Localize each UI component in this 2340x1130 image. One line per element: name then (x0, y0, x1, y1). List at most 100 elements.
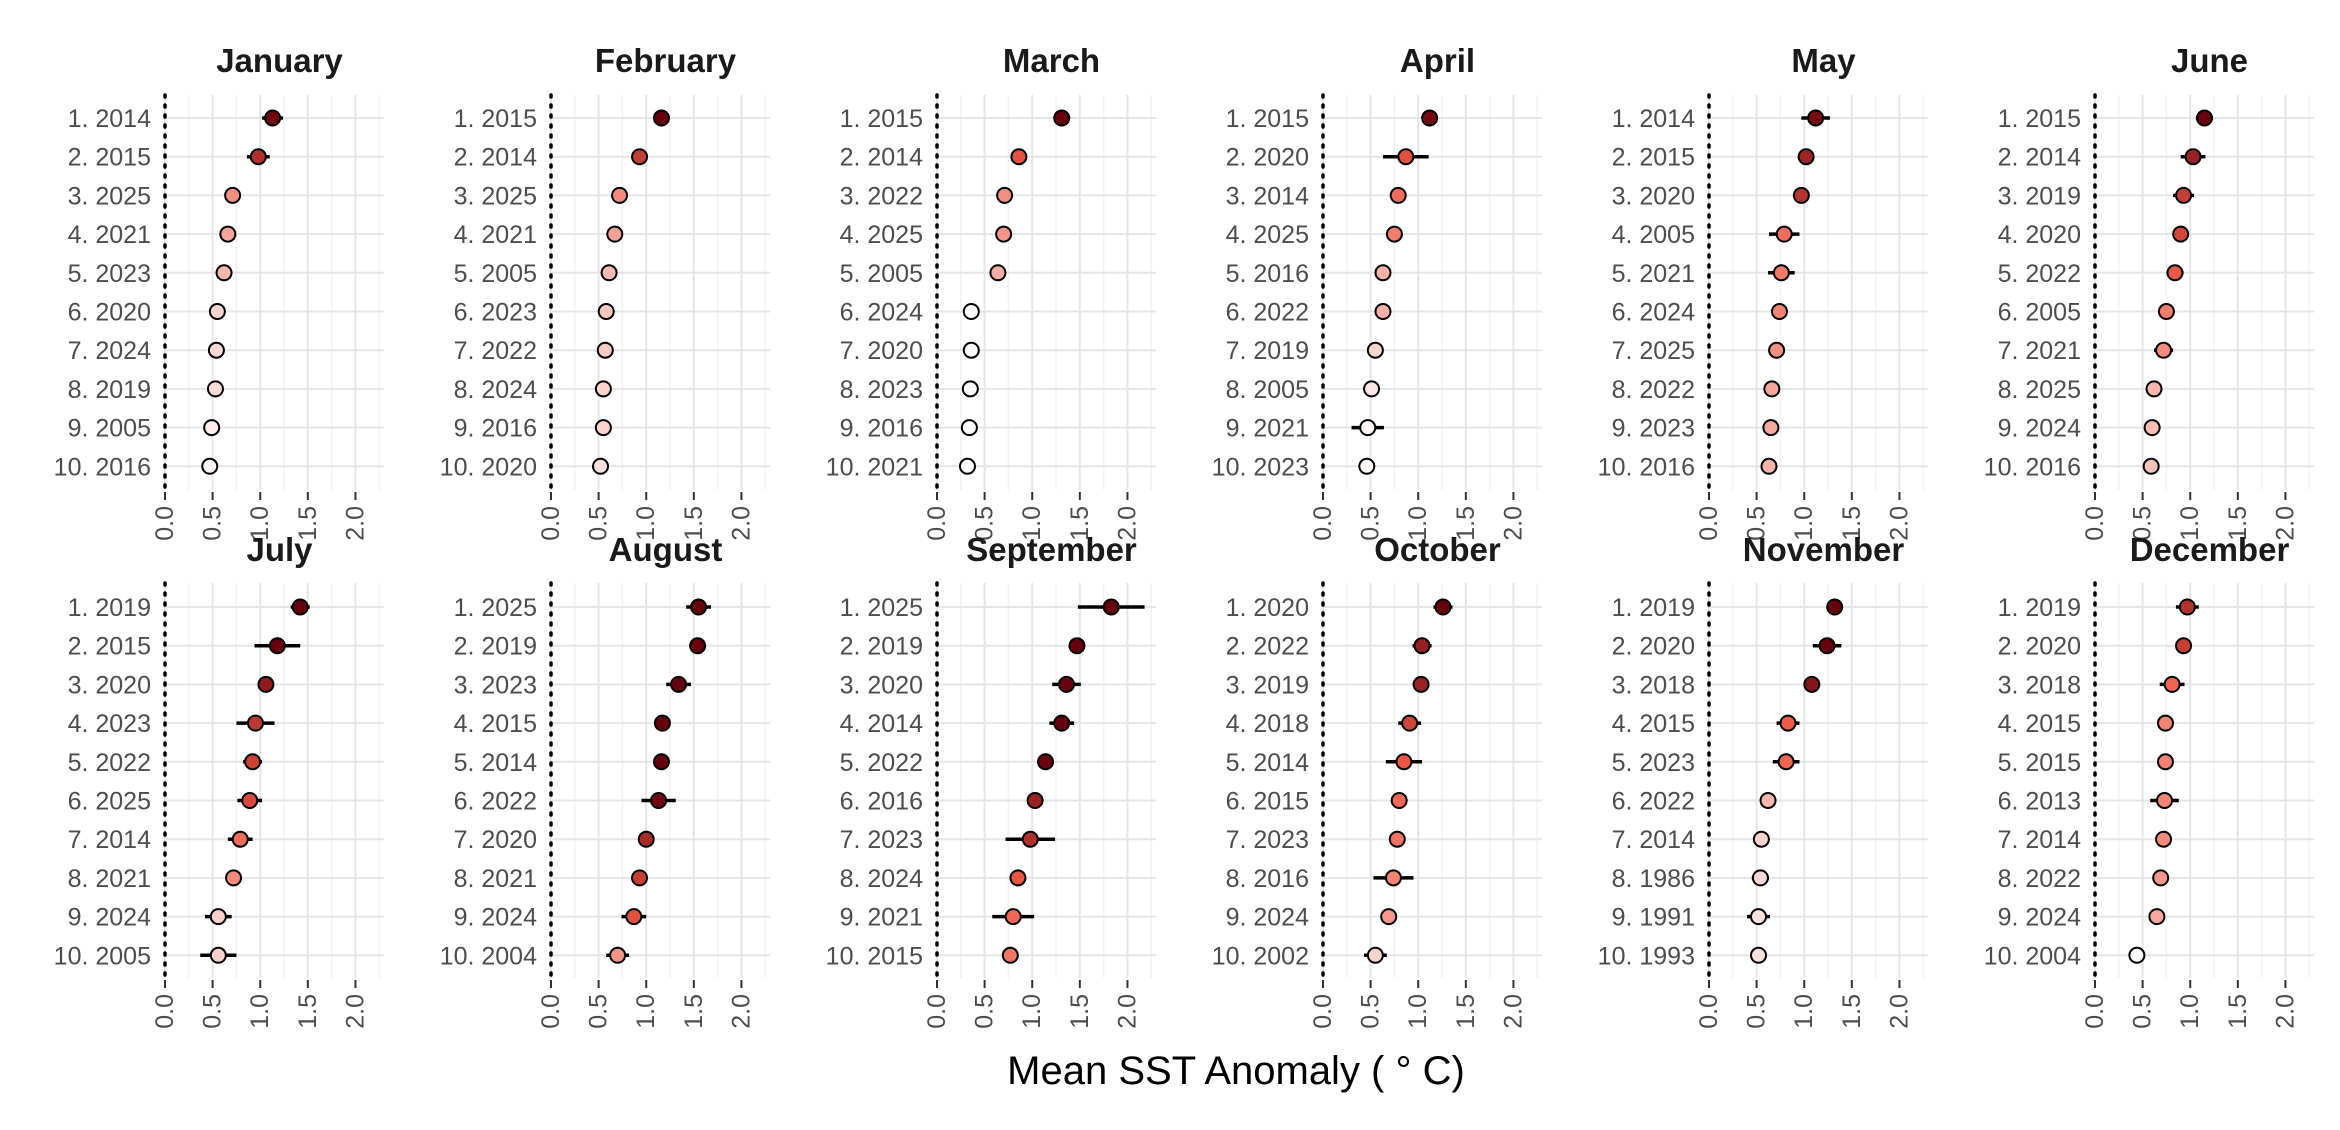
data-point (958, 457, 976, 475)
row-label: 5. 2014 (1226, 749, 1310, 777)
row-label: 6. 2022 (454, 788, 537, 816)
row-label: 7. 2022 (454, 337, 537, 365)
x-tick-label: 0.0 (1695, 506, 1723, 541)
row-label: 7. 2023 (1226, 826, 1309, 854)
data-point (206, 380, 224, 398)
row-label: 6. 2005 (1998, 299, 2081, 327)
row-label: 10. 2015 (826, 942, 923, 970)
data-point (594, 380, 612, 398)
data-point (1807, 109, 1825, 127)
row-label: 9. 2024 (1998, 904, 2082, 932)
data-point (960, 419, 978, 437)
data-point (592, 457, 610, 475)
x-tick-label: 1.0 (1018, 506, 1046, 541)
x-tick-label: 0.0 (2081, 994, 2109, 1029)
x-tick-label: 0.0 (923, 506, 951, 541)
row-label: 6. 2025 (68, 788, 151, 816)
x-tick-label: 0.0 (923, 994, 951, 1029)
row-label: 10. 2021 (826, 453, 923, 481)
data-point (652, 109, 670, 127)
row-label: 9. 1991 (1612, 904, 1695, 932)
row-label: 1. 2025 (840, 594, 923, 622)
panel-july: July 1. 2019 2. 2015 3. 2020 4. 2023 5. 2022 6… (54, 531, 384, 1029)
row-label: 8. 2022 (1998, 865, 2081, 893)
panel-june: June 1. 2015 2. 2014 3. 2019 4. 2020 5. 2022 6… (1984, 42, 2314, 541)
data-point (1021, 830, 1039, 848)
x-tick-label: 1.5 (294, 994, 322, 1029)
row-label: 5. 2005 (840, 260, 923, 288)
row-label: 8. 2005 (1226, 376, 1309, 404)
data-point (961, 380, 979, 398)
data-point (2156, 753, 2174, 771)
row-label: 5. 2021 (1612, 260, 1695, 288)
x-tick-label: 2.0 (727, 994, 755, 1029)
x-axis-title: Mean SST Anomaly ( ° C) (1007, 1049, 1465, 1093)
data-point (1366, 341, 1384, 359)
x-tick-label: 1.0 (1404, 994, 1432, 1029)
row-label: 10. 2005 (54, 942, 151, 970)
x-tick-label: 0.5 (1743, 994, 1771, 1029)
data-point (2178, 598, 2196, 616)
data-point (2163, 675, 2181, 693)
panel-title: February (595, 42, 737, 79)
row-label: 5. 2016 (1226, 260, 1309, 288)
row-label: 4. 2021 (68, 221, 151, 249)
data-point (291, 598, 309, 616)
row-label: 7. 2025 (1612, 337, 1695, 365)
data-point (201, 457, 219, 475)
row-label: 5. 2022 (1998, 260, 2081, 288)
x-tick-label: 1.5 (1838, 994, 1866, 1029)
panel-december: December 1. 2019 2. 2020 3. 2018 4. 2015 5. 2… (1984, 531, 2314, 1029)
row-label: 4. 2015 (1612, 710, 1695, 738)
row-label: 1. 2019 (1998, 594, 2081, 622)
row-label: 4. 2005 (1612, 221, 1695, 249)
x-tick-label: 0.0 (151, 506, 179, 541)
x-tick-label: 1.0 (632, 994, 660, 1029)
data-point (2145, 380, 2163, 398)
x-tick-label: 1.0 (1404, 506, 1432, 541)
row-label: 2. 2019 (454, 633, 537, 661)
panel-title: December (2130, 531, 2290, 568)
row-label: 10. 1993 (1598, 942, 1695, 970)
x-tick-label: 1.0 (632, 506, 660, 541)
data-point (1389, 186, 1407, 204)
x-tick-label: 2.0 (2271, 506, 2299, 541)
row-label: 6. 2023 (454, 299, 537, 327)
data-point (996, 186, 1014, 204)
data-point (1826, 598, 1844, 616)
data-point (2142, 457, 2160, 475)
data-point (1037, 753, 1055, 771)
x-tick-label: 0.5 (585, 994, 613, 1029)
row-label: 6. 2022 (1612, 788, 1695, 816)
panel-title: October (1374, 531, 1501, 568)
data-point (631, 148, 649, 166)
data-point (1374, 264, 1392, 282)
data-point (1359, 419, 1377, 437)
data-point (241, 792, 259, 809)
panel-title: June (2171, 42, 2248, 79)
x-tick-label: 1.5 (2224, 506, 2252, 541)
data-point (1818, 637, 1836, 655)
data-point (1751, 869, 1769, 887)
x-tick-label: 2.0 (1885, 994, 1913, 1029)
data-point (652, 753, 670, 771)
row-label: 10. 2004 (1984, 942, 2081, 970)
x-tick-label: 1.5 (2224, 994, 2252, 1029)
x-tick-label: 0.5 (2129, 994, 2157, 1029)
x-tick-label: 1.0 (246, 994, 274, 1029)
data-point (1434, 598, 1452, 616)
data-point (1004, 908, 1022, 926)
data-point (995, 225, 1013, 243)
panel-august: August 1. 2025 2. 2019 3. 2023 4. 2015 5. 201… (440, 531, 770, 1029)
row-label: 2. 2015 (1612, 144, 1695, 172)
data-point (246, 714, 264, 732)
panel-title: May (1791, 42, 1856, 79)
data-point (203, 419, 221, 437)
data-point (2148, 908, 2166, 926)
row-label: 1. 2020 (1226, 594, 1309, 622)
x-tick-label: 1.5 (1066, 994, 1094, 1029)
data-point (1374, 303, 1392, 320)
x-tick-label: 1.5 (1066, 506, 1094, 541)
row-label: 9. 2024 (1226, 904, 1310, 932)
